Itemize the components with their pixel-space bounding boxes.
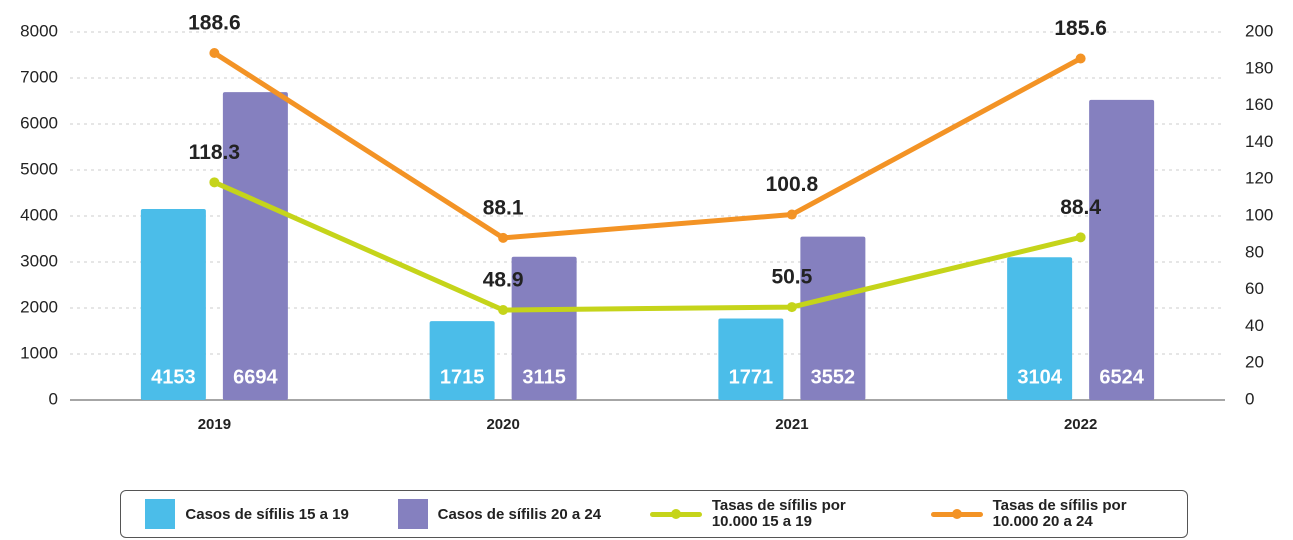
line-value-label: 118.3 (189, 141, 240, 164)
bar-value-label: 6694 (233, 366, 278, 388)
legend-swatch (145, 499, 176, 529)
y2-tick-label: 40 (1245, 316, 1264, 335)
chart: 0 1000 2000 3000 4000 5000 6000 7000 8000 0 20 40 60… (20, 12, 1273, 433)
x-tick-label: 2022 (1064, 416, 1097, 433)
bar-value-label: 1715 (440, 366, 485, 388)
legend-label: Casos de sífilis 20 a 24 (437, 505, 602, 523)
bar (511, 256, 577, 400)
y-tick-label: 1000 (20, 343, 58, 362)
y-tick-label: 2000 (20, 297, 58, 316)
line-point (786, 302, 797, 313)
line-point (1075, 53, 1086, 64)
line-value-label: 50.5 (771, 266, 812, 289)
y2-tick-label: 0 (1245, 389, 1254, 408)
y2-tick-label: 120 (1245, 169, 1273, 188)
line (213, 50, 1082, 241)
bar-value-label: 3552 (811, 366, 856, 388)
bar (429, 321, 495, 400)
bar-value-label: 3115 (522, 366, 565, 388)
bar-value-label: 6524 (1099, 366, 1144, 388)
bar (140, 208, 206, 400)
bar-value-label: 1771 (729, 366, 774, 388)
line-value-label: 48.9 (483, 269, 524, 292)
legend-swatch (930, 508, 983, 519)
line-point (498, 305, 509, 316)
legend-label: Tasas de sífilis por 10.000 20 a 24 (992, 497, 1127, 530)
y-tick-label: 5000 (20, 159, 58, 178)
y2-tick-label: 160 (1245, 95, 1273, 114)
y2-tick-label: 100 (1245, 205, 1273, 224)
line-point (209, 177, 220, 188)
bar (222, 92, 288, 401)
bar-value-label: 3104 (1017, 366, 1062, 388)
y-tick-label: 3000 (20, 251, 58, 270)
legend: Casos de sífilis 15 a 19 Casos de sífili… (120, 490, 1188, 538)
y-tick-label: 0 (49, 389, 58, 408)
legend-item: Tasas de sífilis por 10.000 15 a 19 (649, 497, 882, 530)
line-value-label: 188.6 (188, 12, 241, 35)
line-value-label: 100.8 (766, 173, 819, 196)
legend-item: Casos de sífilis 15 a 19 (145, 499, 349, 529)
y2-tick-label: 60 (1245, 279, 1264, 298)
bar (1007, 257, 1073, 400)
line-value-label: 185.6 (1054, 17, 1107, 40)
legend-item: Casos de sífilis 20 a 24 (397, 499, 602, 529)
x-tick-label: 2020 (486, 416, 519, 433)
y-tick-label: 4000 (20, 205, 58, 224)
x-tick-label: 2021 (775, 416, 808, 433)
y2-tick-label: 180 (1245, 58, 1273, 77)
line-point (209, 47, 220, 58)
legend-swatch (649, 508, 702, 519)
line-point (786, 209, 797, 220)
legend-label: Casos de sífilis 15 a 19 (185, 505, 349, 523)
bar-value-label: 4153 (151, 366, 196, 388)
bar (1089, 99, 1155, 401)
line-value-label: 88.1 (483, 196, 524, 219)
x-tick-label: 2019 (198, 416, 231, 433)
y2-tick-label: 200 (1245, 21, 1273, 40)
line-point (498, 232, 509, 243)
y2-tick-label: 140 (1245, 132, 1273, 151)
bar (718, 318, 784, 400)
line (213, 180, 1082, 313)
legend-label: Tasas de sífilis por 10.000 15 a 19 (711, 497, 846, 530)
bar (800, 236, 866, 400)
y2-tick-label: 80 (1245, 242, 1264, 261)
line-value-label: 88.4 (1060, 196, 1101, 219)
legend-item: Tasas de sífilis por 10.000 20 a 24 (930, 497, 1163, 530)
legend-swatch (397, 499, 428, 529)
y-tick-label: 6000 (20, 113, 58, 132)
line-point (1075, 232, 1086, 243)
y-tick-label: 8000 (20, 21, 58, 40)
y2-tick-label: 20 (1245, 353, 1264, 372)
y-tick-label: 7000 (20, 67, 58, 86)
